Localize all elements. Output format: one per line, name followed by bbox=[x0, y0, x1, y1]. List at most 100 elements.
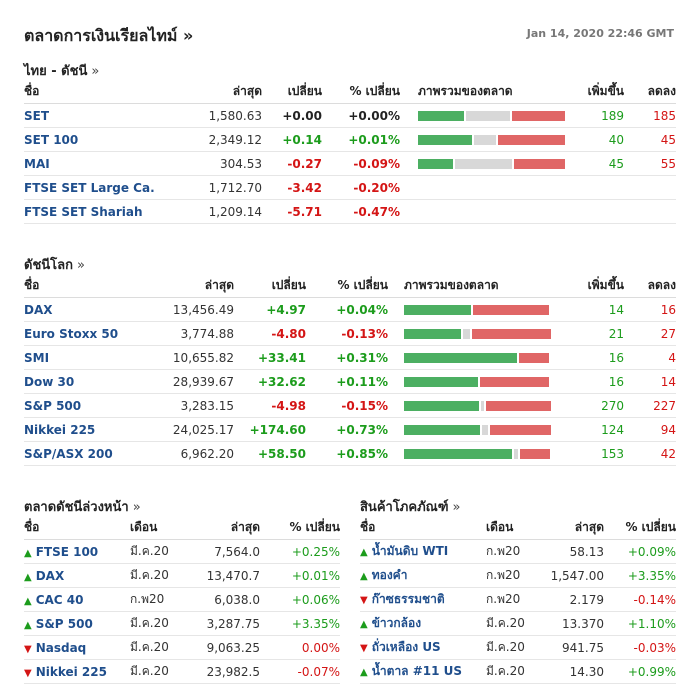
spacer bbox=[388, 369, 404, 394]
declines-count: 55 bbox=[624, 151, 676, 176]
market-breadth-bar bbox=[404, 376, 551, 387]
table-row[interactable]: DAX 13,456.49 +4.97 +0.04% 14 16 bbox=[24, 297, 676, 322]
advances-count: 153 bbox=[560, 441, 624, 466]
pct-change-value: +0.01% bbox=[260, 563, 340, 588]
pct-change-value: +0.25% bbox=[260, 539, 340, 564]
index-name-link[interactable]: SMI bbox=[24, 345, 152, 370]
index-name-link[interactable]: Nikkei 225 bbox=[24, 417, 152, 442]
index-name-link[interactable]: Euro Stoxx 50 bbox=[24, 321, 152, 346]
advances-count: 45 bbox=[570, 151, 624, 176]
pct-change-value: +0.06% bbox=[260, 587, 340, 612]
table-row[interactable]: Euro Stoxx 50 3,774.88 -4.80 -0.13% 21 27 bbox=[24, 321, 676, 346]
instrument-name-link[interactable]: FTSE 100 bbox=[35, 544, 99, 559]
thai-arrow-icon: » bbox=[91, 64, 100, 79]
table-row[interactable]: ▲ S&P 500 มี.ค.20 3,287.75 +3.35% bbox=[24, 611, 340, 636]
contract-month: ก.พ20 bbox=[486, 563, 544, 588]
col-change: เปลี่ยน bbox=[262, 80, 322, 104]
spacer bbox=[388, 345, 404, 370]
name-cell[interactable]: ▼ ก๊าซธรรมชาติ bbox=[360, 587, 486, 612]
table-row[interactable]: S&P 500 3,283.15 -4.98 -0.15% 270 227 bbox=[24, 393, 676, 418]
table-row[interactable]: ▲ ทองคำ ก.พ20 1,547.00 +3.35% bbox=[360, 563, 676, 588]
table-row[interactable]: FTSE SET Shariah 1,209.14 -5.71 -0.47% bbox=[24, 199, 676, 224]
name-cell[interactable]: ▲ CAC 40 bbox=[24, 587, 130, 612]
name-cell[interactable]: ▲ ทองคำ bbox=[360, 563, 486, 588]
market-breadth-bar bbox=[404, 352, 551, 363]
table-row[interactable]: ▲ ข้าวกล้อง มี.ค.20 13.370 +1.10% bbox=[360, 611, 676, 636]
table-row[interactable]: ▼ ถั่วเหลือง US มี.ค.20 941.75 -0.03% bbox=[360, 635, 676, 660]
commodities-section-title[interactable]: สินค้าโภคภัณฑ์» bbox=[360, 496, 460, 517]
name-cell[interactable]: ▲ S&P 500 bbox=[24, 611, 130, 636]
advancing-segment bbox=[404, 328, 461, 339]
table-row[interactable]: ▼ Nasdaq มี.ค.20 9,063.25 0.00% bbox=[24, 635, 340, 660]
instrument-name-link[interactable]: Nasdaq bbox=[35, 640, 87, 655]
market-breadth-bar bbox=[404, 424, 551, 435]
spacer bbox=[400, 199, 418, 224]
unchanged-segment bbox=[455, 158, 512, 169]
table-row[interactable]: MAI 304.53 -0.27 -0.09% 45 55 bbox=[24, 151, 676, 176]
name-cell[interactable]: ▲ FTSE 100 bbox=[24, 539, 130, 564]
instrument-name-link[interactable]: น้ำมันดิบ WTI bbox=[371, 544, 449, 558]
pct-change-value: +0.04% bbox=[306, 297, 388, 322]
thai-section-title[interactable]: ไทย - ดัชนี» bbox=[24, 60, 99, 81]
contract-month: มี.ค.20 bbox=[130, 539, 192, 564]
instrument-name-link[interactable]: ข้าวกล้อง bbox=[371, 616, 422, 630]
last-value: 2.179 bbox=[544, 587, 604, 612]
index-name-link[interactable]: MAI bbox=[24, 151, 174, 176]
name-cell[interactable]: ▲ น้ำตาล #11 US bbox=[360, 659, 486, 684]
table-row[interactable]: Dow 30 28,939.67 +32.62 +0.11% 16 14 bbox=[24, 369, 676, 394]
advancing-segment bbox=[404, 352, 517, 363]
pct-change-value: +0.11% bbox=[306, 369, 388, 394]
index-name-link[interactable]: SET bbox=[24, 103, 174, 128]
table-row[interactable]: ▲ น้ำมันดิบ WTI ก.พ20 58.13 +0.09% bbox=[360, 539, 676, 564]
futures-section-title[interactable]: ตลาดดัชนีล่วงหน้า» bbox=[24, 496, 141, 517]
col-last: ล่าสุด bbox=[174, 80, 262, 104]
table-row[interactable]: SMI 10,655.82 +33.41 +0.31% 16 4 bbox=[24, 345, 676, 370]
name-cell[interactable]: ▼ ถั่วเหลือง US bbox=[360, 635, 486, 660]
index-name-link[interactable]: FTSE SET Shariah bbox=[24, 199, 174, 224]
name-cell[interactable]: ▲ DAX bbox=[24, 563, 130, 588]
instrument-name-link[interactable]: CAC 40 bbox=[35, 592, 84, 607]
contract-month: ก.พ20 bbox=[486, 539, 544, 564]
last-value: 7,564.0 bbox=[192, 539, 260, 564]
table-row[interactable]: ▲ FTSE 100 มี.ค.20 7,564.0 +0.25% bbox=[24, 539, 340, 564]
arrow-down-icon: ▼ bbox=[24, 643, 32, 655]
table-row[interactable]: ▼ ก๊าซธรรมชาติ ก.พ20 2.179 -0.14% bbox=[360, 587, 676, 612]
table-row[interactable]: ▲ DAX มี.ค.20 13,470.7 +0.01% bbox=[24, 563, 340, 588]
index-name-link[interactable]: S&P/ASX 200 bbox=[24, 441, 152, 466]
index-name-link[interactable]: FTSE SET Large Ca. bbox=[24, 175, 174, 200]
instrument-name-link[interactable]: ก๊าซธรรมชาติ bbox=[371, 592, 445, 606]
index-name-link[interactable]: S&P 500 bbox=[24, 393, 152, 418]
instrument-name-link[interactable]: ถั่วเหลือง US bbox=[371, 640, 441, 654]
table-row[interactable]: SET 100 2,349.12 +0.14 +0.01% 40 45 bbox=[24, 127, 676, 152]
contract-month: มี.ค.20 bbox=[130, 659, 192, 684]
instrument-name-link[interactable]: ทองคำ bbox=[371, 568, 408, 582]
advancing-segment bbox=[418, 134, 472, 145]
instrument-name-link[interactable]: DAX bbox=[35, 568, 65, 583]
name-cell[interactable]: ▼ Nikkei 225 bbox=[24, 659, 130, 684]
instrument-name-link[interactable]: S&P 500 bbox=[35, 616, 93, 631]
table-row[interactable]: S&P/ASX 200 6,962.20 +58.50 +0.85% 153 42 bbox=[24, 441, 676, 466]
table-row[interactable]: ▲ น้ำตาล #11 US มี.ค.20 14.30 +0.99% bbox=[360, 659, 676, 684]
table-row[interactable]: FTSE SET Large Ca. 1,712.70 -3.42 -0.20% bbox=[24, 175, 676, 200]
table-row[interactable]: ▲ CAC 40 ก.พ20 6,038.0 +0.06% bbox=[24, 587, 340, 612]
instrument-name-link[interactable]: น้ำตาล #11 US bbox=[371, 664, 463, 678]
index-name-link[interactable]: DAX bbox=[24, 297, 152, 322]
index-name-link[interactable]: Dow 30 bbox=[24, 369, 152, 394]
name-cell[interactable]: ▲ ข้าวกล้อง bbox=[360, 611, 486, 636]
col-market-overview: ภาพรวมของตลาด bbox=[418, 80, 570, 104]
last-value: 9,063.25 bbox=[192, 635, 260, 660]
name-cell[interactable]: ▼ Nasdaq bbox=[24, 635, 130, 660]
table-row[interactable]: ▼ Nikkei 225 มี.ค.20 23,982.5 -0.07% bbox=[24, 659, 340, 684]
last-value: 1,712.70 bbox=[174, 175, 262, 200]
table-row[interactable]: SET 1,580.63 +0.00 +0.00% 189 185 bbox=[24, 103, 676, 128]
declines-count: 185 bbox=[624, 103, 676, 128]
pct-change-value: -0.03% bbox=[604, 635, 676, 660]
instrument-name-link[interactable]: Nikkei 225 bbox=[35, 664, 107, 679]
contract-month: มี.ค.20 bbox=[486, 635, 544, 660]
name-cell[interactable]: ▲ น้ำมันดิบ WTI bbox=[360, 539, 486, 564]
contract-month: มี.ค.20 bbox=[130, 611, 192, 636]
world-section-title[interactable]: ดัชนีโลก» bbox=[24, 254, 85, 275]
page-title[interactable]: ตลาดการเงินเรียลไทม์ » bbox=[24, 26, 194, 45]
table-row[interactable]: Nikkei 225 24,025.17 +174.60 +0.73% 124 94 bbox=[24, 417, 676, 442]
index-name-link[interactable]: SET 100 bbox=[24, 127, 174, 152]
